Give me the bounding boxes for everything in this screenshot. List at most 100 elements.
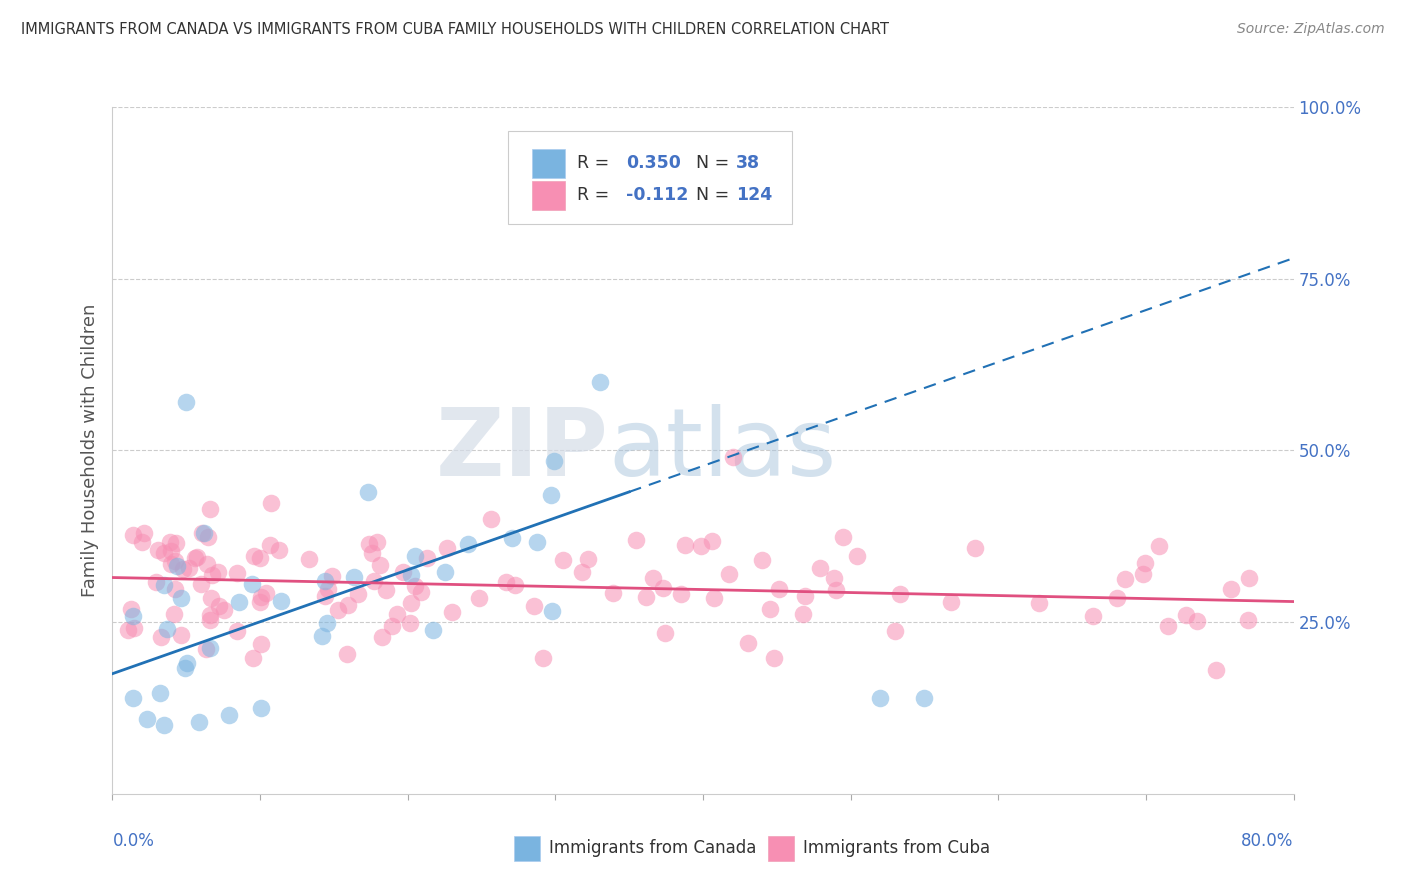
Y-axis label: Family Households with Children: Family Households with Children [80,304,98,597]
Point [889,587,911,601]
Text: -0.112: -0.112 [626,186,689,204]
Point [165,536,187,550]
Point [198,502,221,516]
Point [641,571,664,585]
Point [165,582,187,596]
Text: 124: 124 [737,186,772,204]
Point [156,622,179,636]
Point [228,595,250,609]
Point [479,512,502,526]
Point [198,607,221,622]
Point [751,553,773,567]
Point [495,574,517,589]
Point [825,582,848,597]
Point [270,594,292,608]
Point [314,574,336,588]
Point [387,607,409,621]
Point [240,577,263,591]
Point [136,713,159,727]
Point [347,587,370,601]
Point [242,651,264,665]
Point [404,578,426,592]
Point [1081,609,1104,624]
Point [399,568,422,582]
Point [359,537,381,551]
Point [249,591,271,605]
Point [468,591,491,606]
Point [197,531,219,545]
Text: Immigrants from Canada: Immigrants from Canada [550,839,756,857]
Point [636,590,658,604]
Bar [531,181,565,211]
Point [831,530,853,544]
Point [823,571,845,585]
Point [768,582,790,596]
Point [163,554,186,568]
Point [541,604,564,618]
Point [409,585,432,599]
Point [121,691,143,706]
Point [166,558,188,573]
Point [374,582,396,597]
Point [314,589,336,603]
Point [1175,608,1198,623]
Point [399,615,422,630]
Point [214,603,236,617]
Point [523,599,546,613]
Point [298,552,321,566]
Text: atlas: atlas [609,404,837,497]
Point [1185,614,1208,628]
Point [689,539,711,553]
Point [737,636,759,650]
Point [198,613,221,627]
Point [422,623,444,637]
Point [200,591,222,605]
Point [360,546,382,560]
Bar [515,836,540,861]
Point [371,631,394,645]
Point [718,566,741,581]
Point [884,624,907,638]
Point [131,534,153,549]
Point [624,533,647,547]
Point [381,619,404,633]
Point [336,648,359,662]
Point [194,642,217,657]
Point [173,661,195,675]
Point [501,531,523,545]
Point [243,549,266,564]
Point [149,630,172,644]
Point [134,525,156,540]
Point [914,690,936,705]
Point [225,566,247,581]
Point [415,551,437,566]
Point [145,574,167,589]
Point [808,561,831,575]
Point [366,535,388,549]
Point [1132,567,1154,582]
Point [162,607,184,621]
Point [254,585,277,599]
Point [201,568,224,582]
Text: 80.0%: 80.0% [1241,831,1294,850]
Point [763,650,786,665]
Point [208,599,231,613]
Point [321,569,343,583]
Point [170,628,193,642]
Text: R =: R = [576,186,614,204]
Text: N =: N = [685,186,735,204]
Point [342,570,364,584]
Point [120,601,142,615]
Point [1220,582,1243,596]
Point [1105,591,1128,606]
Point [440,606,463,620]
Point [370,558,392,572]
Point [652,581,675,595]
Point [124,621,146,635]
Point [122,528,145,542]
Point [792,607,814,621]
Point [337,598,360,612]
Point [551,552,574,566]
Point [122,609,145,624]
Point [433,565,456,579]
